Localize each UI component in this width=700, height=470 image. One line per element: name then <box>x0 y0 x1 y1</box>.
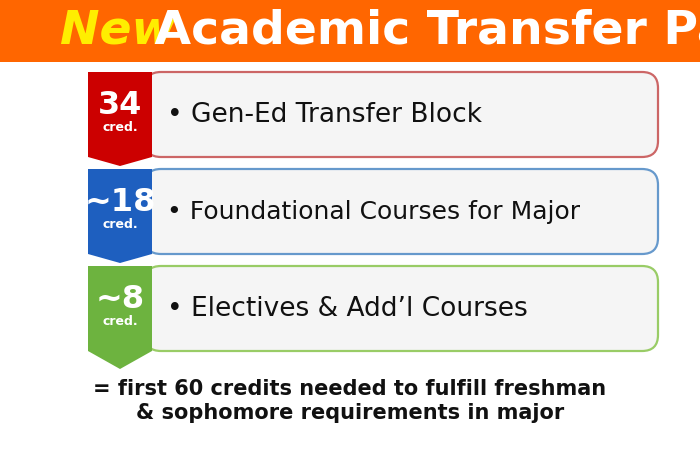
Text: cred.: cred. <box>102 218 138 231</box>
Text: cred.: cred. <box>102 315 138 328</box>
FancyBboxPatch shape <box>145 169 658 254</box>
FancyBboxPatch shape <box>145 72 658 157</box>
Text: New Academic Transfer Pathways: New Academic Transfer Pathways <box>0 8 700 54</box>
Text: New: New <box>60 8 175 54</box>
Text: • Gen-Ed Transfer Block: • Gen-Ed Transfer Block <box>167 102 482 127</box>
Polygon shape <box>88 169 152 263</box>
Text: 34: 34 <box>98 90 142 121</box>
Text: • Foundational Courses for Major: • Foundational Courses for Major <box>167 199 580 224</box>
Text: ~8: ~8 <box>95 284 145 315</box>
Text: Academic Transfer Pathways: Academic Transfer Pathways <box>138 8 700 54</box>
Text: = first 60 credits needed to fulfill freshman: = first 60 credits needed to fulfill fre… <box>93 379 607 399</box>
Text: & sophomore requirements in major: & sophomore requirements in major <box>136 403 564 423</box>
Text: • Electives & Add’l Courses: • Electives & Add’l Courses <box>167 296 528 321</box>
Polygon shape <box>88 266 152 369</box>
Text: ~18: ~18 <box>84 187 155 218</box>
Bar <box>0 0 700 62</box>
FancyBboxPatch shape <box>145 266 658 351</box>
Text: cred.: cred. <box>102 121 138 134</box>
Polygon shape <box>88 72 152 166</box>
